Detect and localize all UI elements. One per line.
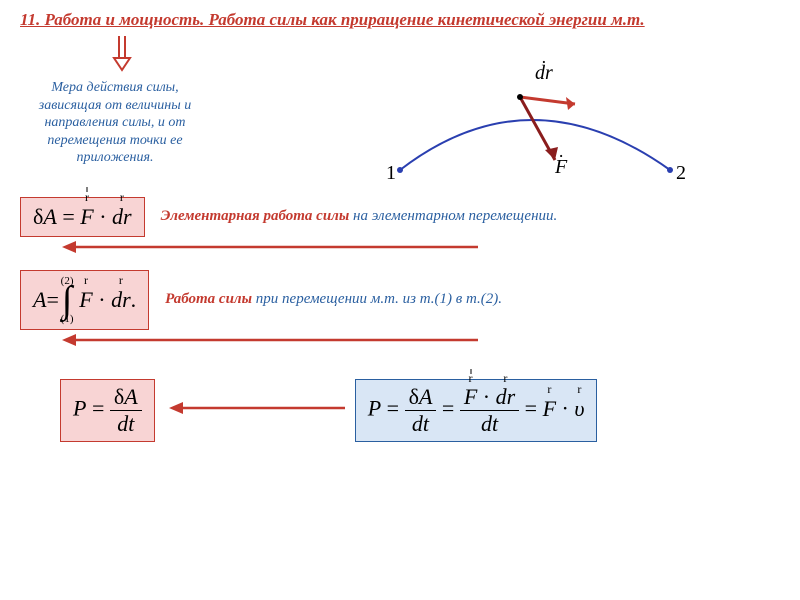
- arrow-left-icon-3: [167, 400, 347, 421]
- trajectory-diagram: dr F 1 2: [380, 60, 690, 195]
- desc-elementary-work: Элементарная работа силы на элементарном…: [161, 208, 558, 225]
- formula-power-def: P = δA dt: [60, 379, 155, 442]
- formula-power-expanded: P = δA dt = F · dr dt = F · υ: [355, 379, 598, 442]
- label-point-1: 1: [386, 162, 396, 185]
- definition-note: Мера действия силы, зависящая от величин…: [20, 79, 210, 167]
- formula-total-work: A = (2) ∫ (1) F · dr.: [20, 270, 149, 331]
- label-dr: dr: [535, 62, 553, 85]
- arrow-left-icon-2: [60, 332, 780, 353]
- label-point-2: 2: [676, 162, 686, 185]
- label-F: F: [555, 156, 567, 179]
- page-title: 11. Работа и мощность. Работа силы как п…: [20, 10, 780, 30]
- desc-total-work: Работа силы при перемещении м.т. из т.(1…: [165, 291, 502, 308]
- formula-elementary-work: δA = F · dr: [20, 197, 145, 237]
- arrow-left-icon-1: [60, 239, 780, 260]
